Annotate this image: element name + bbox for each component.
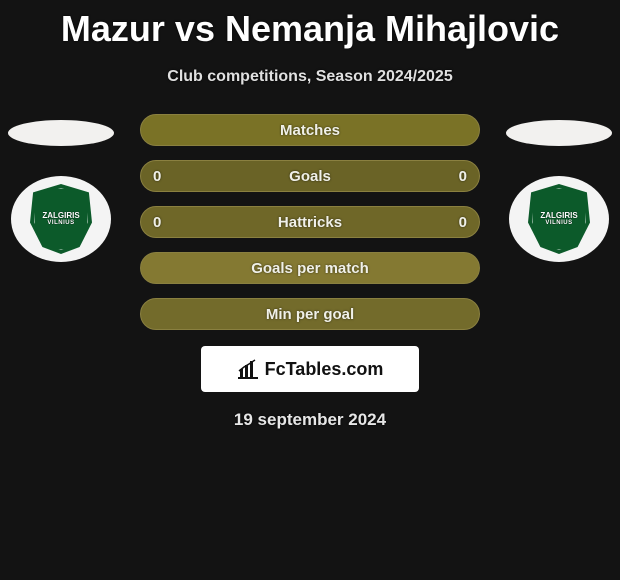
stat-right-value: 0	[459, 214, 467, 231]
stat-label: Matches	[280, 122, 340, 139]
snapshot-date: 19 september 2024	[0, 410, 620, 430]
club-name-bottom: VILNIUS	[42, 220, 79, 226]
fctables-watermark: FcTables.com	[201, 346, 419, 392]
stat-row-hattricks: 0 Hattricks 0	[140, 206, 480, 238]
stat-label: Goals per match	[251, 260, 369, 277]
club-name-top: ZALGIRIS	[540, 211, 577, 220]
page-title: Mazur vs Nemanja Mihajlovic	[0, 0, 620, 50]
subtitle: Club competitions, Season 2024/2025	[0, 68, 620, 86]
stat-row-min-per-goal: Min per goal	[140, 298, 480, 330]
club-name-bottom: VILNIUS	[540, 220, 577, 226]
player-right-column: ZALGIRIS VILNIUS	[506, 120, 612, 262]
club-name-top: ZALGIRIS	[42, 211, 79, 220]
stat-right-value: 0	[459, 168, 467, 185]
player-left-column: ZALGIRIS VILNIUS	[8, 120, 114, 262]
zalgiris-shield-icon: ZALGIRIS VILNIUS	[528, 184, 590, 254]
bar-chart-icon	[237, 359, 259, 379]
player-left-club-badge: ZALGIRIS VILNIUS	[11, 176, 111, 262]
zalgiris-shield-icon: ZALGIRIS VILNIUS	[30, 184, 92, 254]
stat-left-value: 0	[153, 168, 161, 185]
stat-left-value: 0	[153, 214, 161, 231]
player-right-avatar-placeholder	[506, 120, 612, 146]
stat-row-goals: 0 Goals 0	[140, 160, 480, 192]
stat-row-goals-per-match: Goals per match	[140, 252, 480, 284]
watermark-text: FcTables.com	[265, 359, 384, 380]
stat-label: Goals	[289, 168, 331, 185]
player-left-avatar-placeholder	[8, 120, 114, 146]
player-right-club-badge: ZALGIRIS VILNIUS	[509, 176, 609, 262]
stat-label: Min per goal	[266, 306, 354, 323]
stat-label: Hattricks	[278, 214, 342, 231]
stat-row-matches: Matches	[140, 114, 480, 146]
